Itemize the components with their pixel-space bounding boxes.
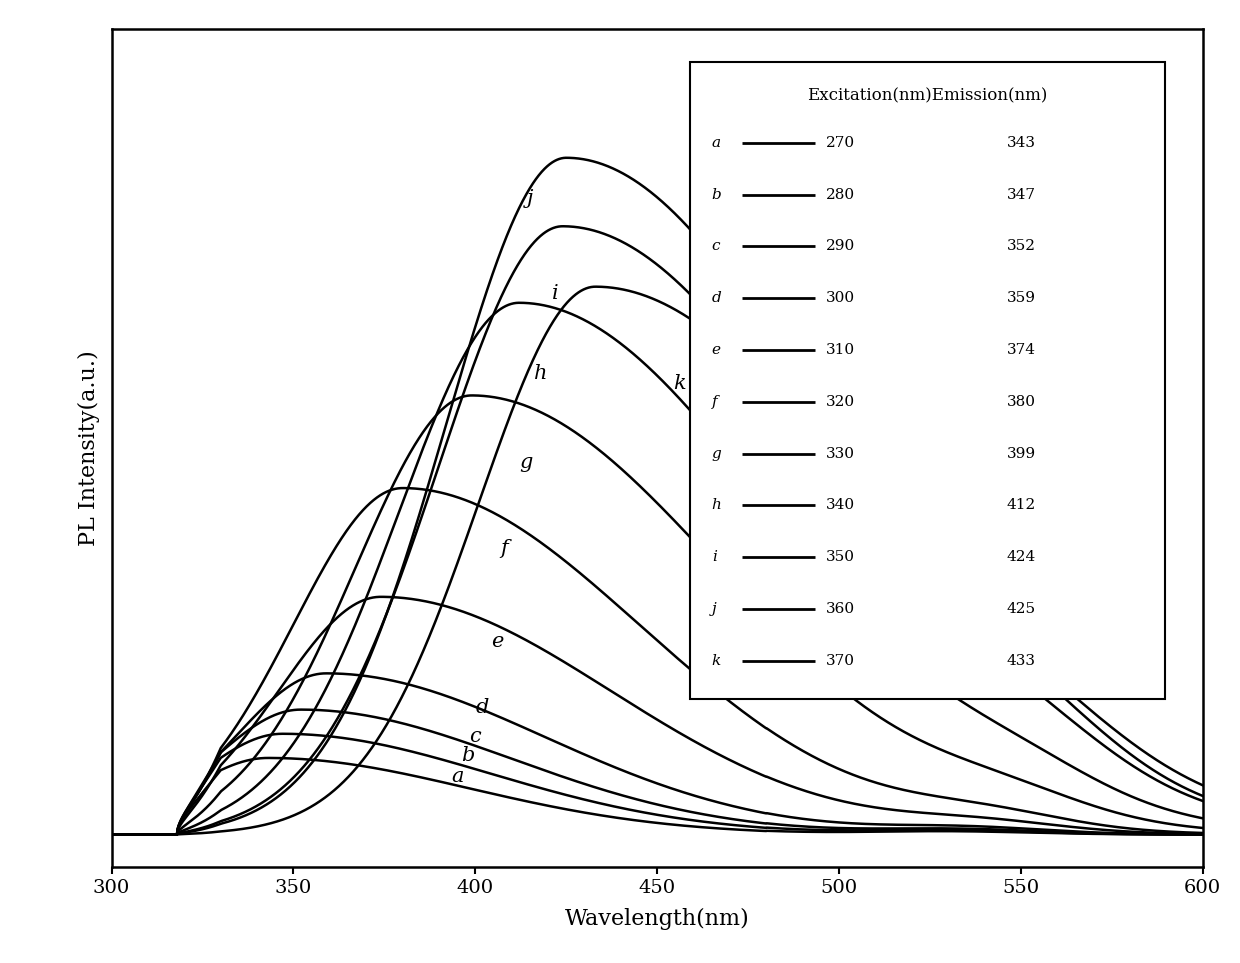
Text: i: i	[712, 550, 717, 564]
Text: f: f	[712, 395, 718, 408]
Text: 359: 359	[1007, 291, 1035, 305]
Text: 320: 320	[826, 395, 856, 408]
Text: a: a	[451, 767, 464, 786]
Text: 347: 347	[1007, 188, 1035, 201]
Text: 399: 399	[1007, 447, 1035, 460]
Text: d: d	[476, 698, 490, 716]
Text: e: e	[491, 632, 503, 651]
Text: 424: 424	[1007, 550, 1035, 564]
Text: 270: 270	[826, 136, 856, 150]
Text: k: k	[712, 654, 720, 667]
Text: c: c	[712, 240, 720, 253]
Text: 360: 360	[826, 602, 856, 616]
Text: k: k	[673, 374, 686, 393]
Text: g: g	[520, 453, 533, 472]
Text: c: c	[470, 727, 481, 745]
Text: 343: 343	[1007, 136, 1035, 150]
Text: 280: 280	[826, 188, 856, 201]
Text: 290: 290	[826, 240, 856, 253]
Text: h: h	[712, 498, 722, 512]
X-axis label: Wavelength(nm): Wavelength(nm)	[565, 907, 749, 929]
Text: Excitation(nm)Emission(nm): Excitation(nm)Emission(nm)	[807, 88, 1048, 105]
Text: e: e	[712, 343, 720, 357]
Text: b: b	[712, 188, 722, 201]
Text: 300: 300	[826, 291, 856, 305]
Text: f: f	[501, 539, 508, 558]
Text: 330: 330	[826, 447, 856, 460]
Text: 425: 425	[1007, 602, 1035, 616]
Text: 412: 412	[1007, 498, 1035, 512]
Text: 374: 374	[1007, 343, 1035, 357]
Text: g: g	[712, 447, 722, 460]
Text: 433: 433	[1007, 654, 1035, 667]
Text: j: j	[712, 602, 717, 616]
Text: h: h	[534, 364, 548, 383]
Text: 340: 340	[826, 498, 856, 512]
FancyBboxPatch shape	[689, 63, 1164, 699]
Text: 370: 370	[826, 654, 856, 667]
Text: 350: 350	[826, 550, 856, 564]
Y-axis label: PL Intensity(a.u.): PL Intensity(a.u.)	[78, 350, 100, 546]
Text: b: b	[461, 746, 475, 765]
Text: i: i	[552, 284, 559, 302]
Text: 380: 380	[1007, 395, 1035, 408]
Text: 310: 310	[826, 343, 856, 357]
Text: j: j	[527, 189, 533, 208]
Text: 352: 352	[1007, 240, 1035, 253]
Text: d: d	[712, 291, 722, 305]
Text: a: a	[712, 136, 720, 150]
